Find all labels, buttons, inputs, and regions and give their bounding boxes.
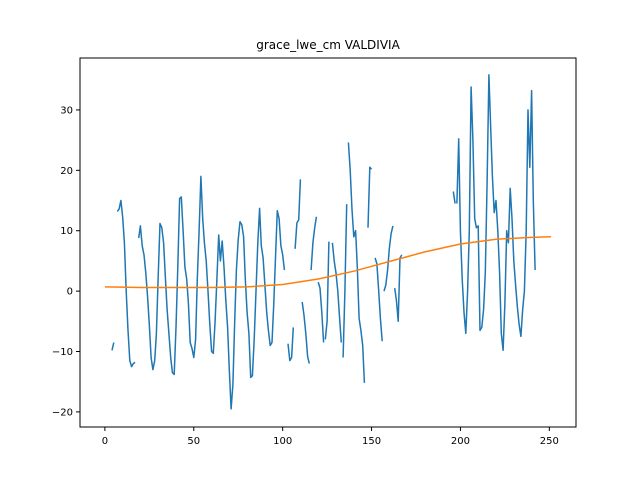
series-1-line-segment-1 bbox=[111, 342, 115, 351]
series-1-line-segment-18 bbox=[456, 74, 536, 352]
x-tick-label: 100 bbox=[273, 436, 292, 447]
y-tick-label: 10 bbox=[60, 226, 73, 237]
y-axis: −20 −10 0 10 20 30 bbox=[52, 105, 80, 418]
series-1-line-segment-2 bbox=[116, 199, 136, 368]
x-tick-label: 50 bbox=[187, 436, 200, 447]
series-1-line-segment-17 bbox=[452, 191, 456, 204]
axes-frame bbox=[79, 57, 577, 428]
y-tick-label: 20 bbox=[60, 166, 73, 177]
series-1-line-segment-4 bbox=[287, 327, 295, 362]
series-1-line-segment-5 bbox=[294, 179, 302, 249]
series-1-line-segment-10 bbox=[331, 242, 343, 343]
y-tick-label: 30 bbox=[60, 105, 73, 116]
series-1-line-segment-11 bbox=[342, 204, 348, 358]
series-1-line-segment-14 bbox=[374, 257, 383, 342]
series-1-line-segment-9 bbox=[324, 241, 330, 340]
x-axis: 0 50 100 150 200 250 bbox=[102, 427, 559, 447]
series-1-line-segment-13 bbox=[367, 166, 373, 228]
series-1-line-segment-7 bbox=[310, 216, 318, 271]
plot-area bbox=[104, 74, 552, 410]
series-1-line-segment-6 bbox=[301, 301, 311, 364]
series-1-line-segment-16 bbox=[393, 254, 403, 323]
y-tick-label: −10 bbox=[52, 347, 73, 358]
series-1-line-segment-8 bbox=[317, 281, 325, 343]
y-tick-label: 0 bbox=[67, 287, 73, 298]
x-tick-label: 0 bbox=[102, 436, 108, 447]
y-tick-label: −20 bbox=[52, 407, 73, 418]
series-1-line-segment-15 bbox=[383, 225, 394, 292]
series-1-line-segment-12 bbox=[347, 142, 366, 383]
series-1-line-segment-3 bbox=[137, 175, 286, 410]
x-tick-label: 250 bbox=[540, 436, 559, 447]
x-tick-label: 150 bbox=[362, 436, 381, 447]
chart-title: grace_lwe_cm VALDIVIA bbox=[256, 38, 400, 52]
x-tick-label: 200 bbox=[451, 436, 470, 447]
series-2-line-segment-1 bbox=[104, 236, 552, 289]
